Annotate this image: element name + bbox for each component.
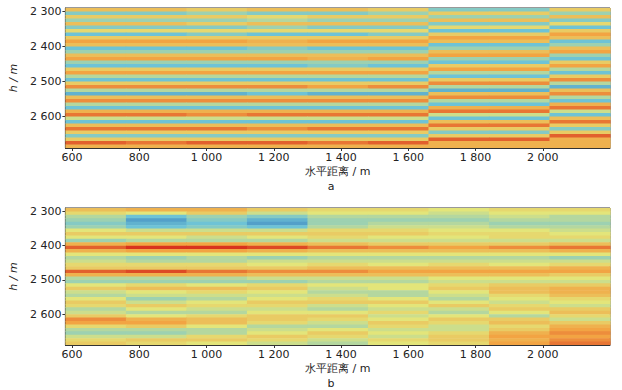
svg-text:1 400: 1 400 xyxy=(325,348,357,361)
svg-text:2 300: 2 300 xyxy=(30,205,62,218)
svg-text:2 500: 2 500 xyxy=(30,273,62,286)
svg-text:800: 800 xyxy=(129,151,150,164)
svg-text:1 200: 1 200 xyxy=(258,348,290,361)
svg-text:1 800: 1 800 xyxy=(460,348,492,361)
svg-text:2 600: 2 600 xyxy=(30,110,62,123)
svg-text:2 400: 2 400 xyxy=(30,40,62,53)
svg-text:1 400: 1 400 xyxy=(325,151,357,164)
svg-text:2 500: 2 500 xyxy=(30,75,62,88)
svg-text:600: 600 xyxy=(62,151,83,164)
svg-text:水平距离 / m: 水平距离 / m xyxy=(305,165,370,178)
svg-text:1 000: 1 000 xyxy=(191,348,223,361)
svg-text:1 800: 1 800 xyxy=(460,151,492,164)
svg-text:h / m: h / m xyxy=(7,64,20,92)
svg-text:2 000: 2 000 xyxy=(527,151,559,164)
svg-text:800: 800 xyxy=(129,348,150,361)
svg-text:1 200: 1 200 xyxy=(258,151,290,164)
svg-text:1 600: 1 600 xyxy=(393,348,425,361)
svg-text:水平距离 / m: 水平距离 / m xyxy=(305,362,370,375)
svg-text:h / m: h / m xyxy=(7,262,20,290)
svg-text:a: a xyxy=(328,180,335,193)
svg-text:2 400: 2 400 xyxy=(30,239,62,252)
svg-text:b: b xyxy=(328,377,335,390)
svg-text:2 600: 2 600 xyxy=(30,308,62,321)
svg-text:1 600: 1 600 xyxy=(393,151,425,164)
svg-text:2 000: 2 000 xyxy=(527,348,559,361)
svg-text:1 000: 1 000 xyxy=(191,151,223,164)
svg-text:2 300: 2 300 xyxy=(30,5,62,18)
svg-text:600: 600 xyxy=(62,348,83,361)
